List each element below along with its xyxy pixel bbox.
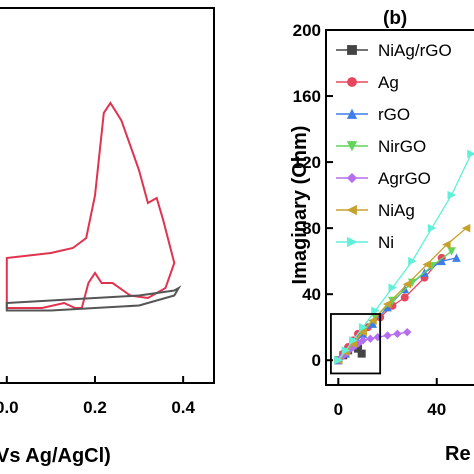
- panel-b-frame: [325, 29, 474, 386]
- data-point-agrgo: [383, 331, 392, 340]
- panel-a-x-tick-label: 0.0: [0, 398, 19, 417]
- data-point-agrgo: [403, 327, 412, 337]
- panel-b-series: [333, 149, 474, 365]
- series-line-niag: [337, 227, 467, 361]
- data-point-ni: [467, 149, 474, 159]
- data-point-ni: [388, 283, 397, 292]
- panel-b-x-tick-label: 0: [334, 400, 343, 419]
- panel-b-x-ticks: 0 40: [334, 378, 446, 419]
- legend-marker-rgo: [346, 108, 358, 119]
- panel-b-y-axis-label: Imaginary (Ohm): [289, 126, 311, 285]
- legend-label-rgo: rGO: [378, 105, 410, 124]
- legend-marker-niag: [346, 204, 357, 216]
- data-point-niag: [358, 327, 367, 337]
- data-point-agrgo: [366, 334, 375, 343]
- data-point-nirgo: [447, 247, 456, 256]
- data-point-ni: [447, 190, 457, 200]
- panel-b-x-tick-label: 40: [427, 400, 446, 419]
- legend-label-ag: Ag: [378, 73, 399, 92]
- panel-b-zoom-box: [330, 313, 382, 375]
- legend-marker-ag: [347, 77, 357, 87]
- data-point-rgo: [437, 256, 446, 266]
- data-point-ni: [341, 346, 351, 355]
- panel-b-y-tick-label: 80: [302, 219, 321, 238]
- legend-marker-agrgo: [346, 172, 358, 184]
- legend-label-niag: NiAg: [378, 201, 415, 220]
- legend-marker-nirgo: [346, 141, 358, 152]
- panel-a-x-tick-label: 0.2: [83, 398, 107, 417]
- panel-b-x-axis-label: Re: [445, 443, 471, 465]
- data-point-ag: [400, 293, 409, 302]
- panel-a-x-ticks: 0.0 0.2 0.4: [0, 376, 196, 417]
- legend-label-ni: Ni: [378, 233, 394, 252]
- panel-b-y-ticks: 0 40 80 120 160 200: [293, 21, 333, 370]
- series-line-ni: [337, 153, 472, 361]
- data-point-niag: [383, 299, 392, 309]
- data-point-ni: [349, 336, 358, 345]
- panel-a-x-axis-label: Vs Ag/AgCl): [0, 445, 111, 467]
- data-point-niag: [402, 280, 412, 289]
- panel-a-x-tick-label: 0.4: [171, 398, 195, 417]
- legend-marker-niag-rgo: [347, 45, 357, 55]
- panel-a-frame: [0, 7, 215, 384]
- panel-b-y-tick-label: 200: [293, 21, 321, 40]
- data-point-niag: [368, 316, 377, 325]
- data-point-niag: [442, 240, 451, 249]
- data-point-ni: [408, 256, 417, 266]
- panel-a-curve-0: [5, 101, 176, 309]
- legend-label-nirgo: NirGO: [378, 137, 426, 156]
- panel-a-curves: [5, 101, 182, 312]
- panel-b-y-tick-label: 160: [293, 87, 321, 106]
- data-point-agrgo: [393, 329, 402, 338]
- data-point-niag: [461, 223, 471, 233]
- legend-label-agrgo: AgrGO: [378, 169, 431, 188]
- data-point-agrgo: [358, 336, 368, 345]
- data-point-rgo: [452, 253, 461, 262]
- data-point-niag: [422, 260, 431, 269]
- data-point-ni: [358, 322, 368, 332]
- panel-b-eis-plot: (b) Imaginary (Ohm) Re 0 40 80 120 160 200 0 4…: [289, 8, 474, 465]
- data-point-ni: [334, 355, 343, 365]
- panel-a-cv-plot: 0.0 0.2 0.4 Vs Ag/AgCl): [0, 7, 215, 467]
- data-point-ni: [427, 223, 437, 233]
- data-point-niag-rgo: [357, 349, 366, 358]
- panel-a-curve-1: [5, 285, 182, 312]
- legend-label-niag-rgo: NiAg/rGO: [378, 41, 452, 60]
- legend-marker-ni: [347, 236, 358, 248]
- data-point-ni: [371, 306, 380, 315]
- panel-b-y-tick-label: 40: [302, 285, 321, 304]
- panel-b-y-tick-label: 0: [312, 351, 321, 370]
- panel-b-label: (b): [383, 8, 407, 29]
- data-point-rgo: [368, 319, 378, 328]
- panel-b-y-tick-label: 120: [293, 153, 321, 172]
